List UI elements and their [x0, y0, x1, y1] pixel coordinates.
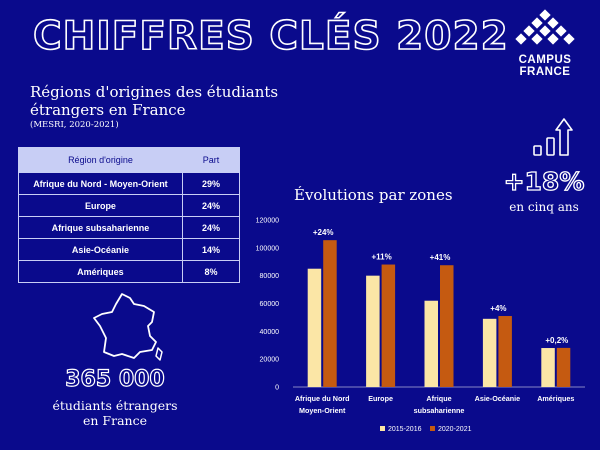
bar-2015-2016 — [541, 348, 555, 387]
y-tick-label: 0 — [275, 385, 279, 392]
region-cell: Amériques — [18, 260, 183, 283]
table-header-row: Région d'origine Part — [18, 147, 241, 173]
legend-swatch-2020-2021 — [430, 426, 435, 431]
bar-2020-2021 — [323, 240, 337, 387]
table-row: Europe 24% — [18, 194, 241, 217]
x-tick-label: Europe — [368, 394, 393, 403]
campus-france-logo-icon — [515, 9, 575, 45]
logo-line-1: CAMPUS — [518, 54, 572, 66]
bar-2020-2021 — [381, 264, 396, 387]
y-tick-label: 80000 — [260, 273, 280, 280]
bar-2020-2021 — [498, 316, 512, 387]
chart-title: Évolutions par zones — [294, 186, 453, 204]
growth-value: +18% — [503, 166, 585, 196]
france-map-icon — [93, 293, 163, 361]
region-cell: Afrique du Nord - Moyen-Orient — [18, 172, 183, 195]
share-cell: 8% — [181, 260, 241, 283]
origins-table: Région d'origine Part Afrique du Nord - … — [18, 147, 241, 283]
region-cell: Afrique subsaharienne — [18, 216, 183, 239]
logo-wordmark: CAMPUS FRANCE — [508, 54, 582, 78]
bar-2015-2016 — [424, 300, 438, 387]
bar-2015-2016 — [482, 318, 497, 387]
data-label: +24% — [313, 228, 334, 237]
share-cell: 14% — [181, 238, 241, 261]
x-tick-label: subsaharienne — [414, 406, 465, 415]
logo-line-2: FRANCE — [519, 66, 571, 78]
students-caption: étudiants étrangers en France — [40, 398, 190, 428]
table-row: Asie-Océanie 14% — [18, 238, 241, 261]
data-label: +11% — [371, 253, 391, 262]
bar-2015-2016 — [366, 275, 380, 387]
share-cell: 24% — [181, 216, 241, 239]
students-count: 365 000 — [65, 366, 166, 392]
bar-2015-2016 — [307, 268, 322, 387]
students-caption-line-1: étudiants étrangers — [52, 398, 178, 413]
chart-layer: 0 20000 40000 60000 80000 100000 120000 +24% Afr… — [256, 218, 585, 433]
page-title: CHIFFRES CLÉS 2022 — [32, 13, 509, 60]
data-label: +41% — [430, 253, 451, 262]
legend-label-2020-2021: 2020-2021 — [438, 426, 472, 433]
legend-swatch-2015-2016 — [380, 426, 385, 431]
arrow-up-growth-icon — [533, 118, 573, 156]
x-tick-label: Amériques — [537, 394, 574, 403]
table-row: Afrique du Nord - Moyen-Orient 29% — [18, 172, 241, 195]
bar-2020-2021 — [556, 347, 571, 387]
x-tick-label: Afrique du Nord — [295, 394, 350, 403]
origins-source: (MESRI, 2020-2021) — [30, 120, 119, 130]
region-cell: Europe — [18, 194, 183, 217]
bar-2020-2021 — [440, 265, 454, 387]
table-row: Amériques 8% — [18, 260, 241, 283]
y-tick-label: 40000 — [260, 329, 280, 336]
y-tick-label: 100000 — [256, 245, 279, 252]
data-label: +0,2% — [545, 336, 568, 345]
data-label: +4% — [490, 304, 506, 313]
column-header-share: Part — [181, 147, 241, 173]
students-caption-line-2: en France — [83, 413, 147, 428]
x-tick-label: Moyen-Orient — [299, 406, 346, 415]
x-tick-label: Afrique — [426, 394, 451, 403]
bar-chart: 0 20000 40000 60000 80000 100000 120000 +24% Afr… — [256, 218, 585, 433]
x-tick-label: Asie-Océanie — [475, 394, 521, 403]
share-cell: 29% — [181, 172, 241, 195]
column-header-region: Région d'origine — [18, 147, 183, 173]
legend-label-2015-2016: 2015-2016 — [388, 426, 422, 433]
origins-title: Régions d'origines des étudiants étrange… — [30, 83, 279, 119]
y-tick-label: 120000 — [256, 218, 279, 225]
y-tick-label: 20000 — [260, 357, 280, 364]
region-cell: Asie-Océanie — [18, 238, 183, 261]
table-row: Afrique subsaharienne 24% — [18, 216, 241, 239]
growth-caption: en cinq ans — [509, 200, 579, 214]
y-tick-label: 60000 — [260, 301, 280, 308]
share-cell: 24% — [181, 194, 241, 217]
